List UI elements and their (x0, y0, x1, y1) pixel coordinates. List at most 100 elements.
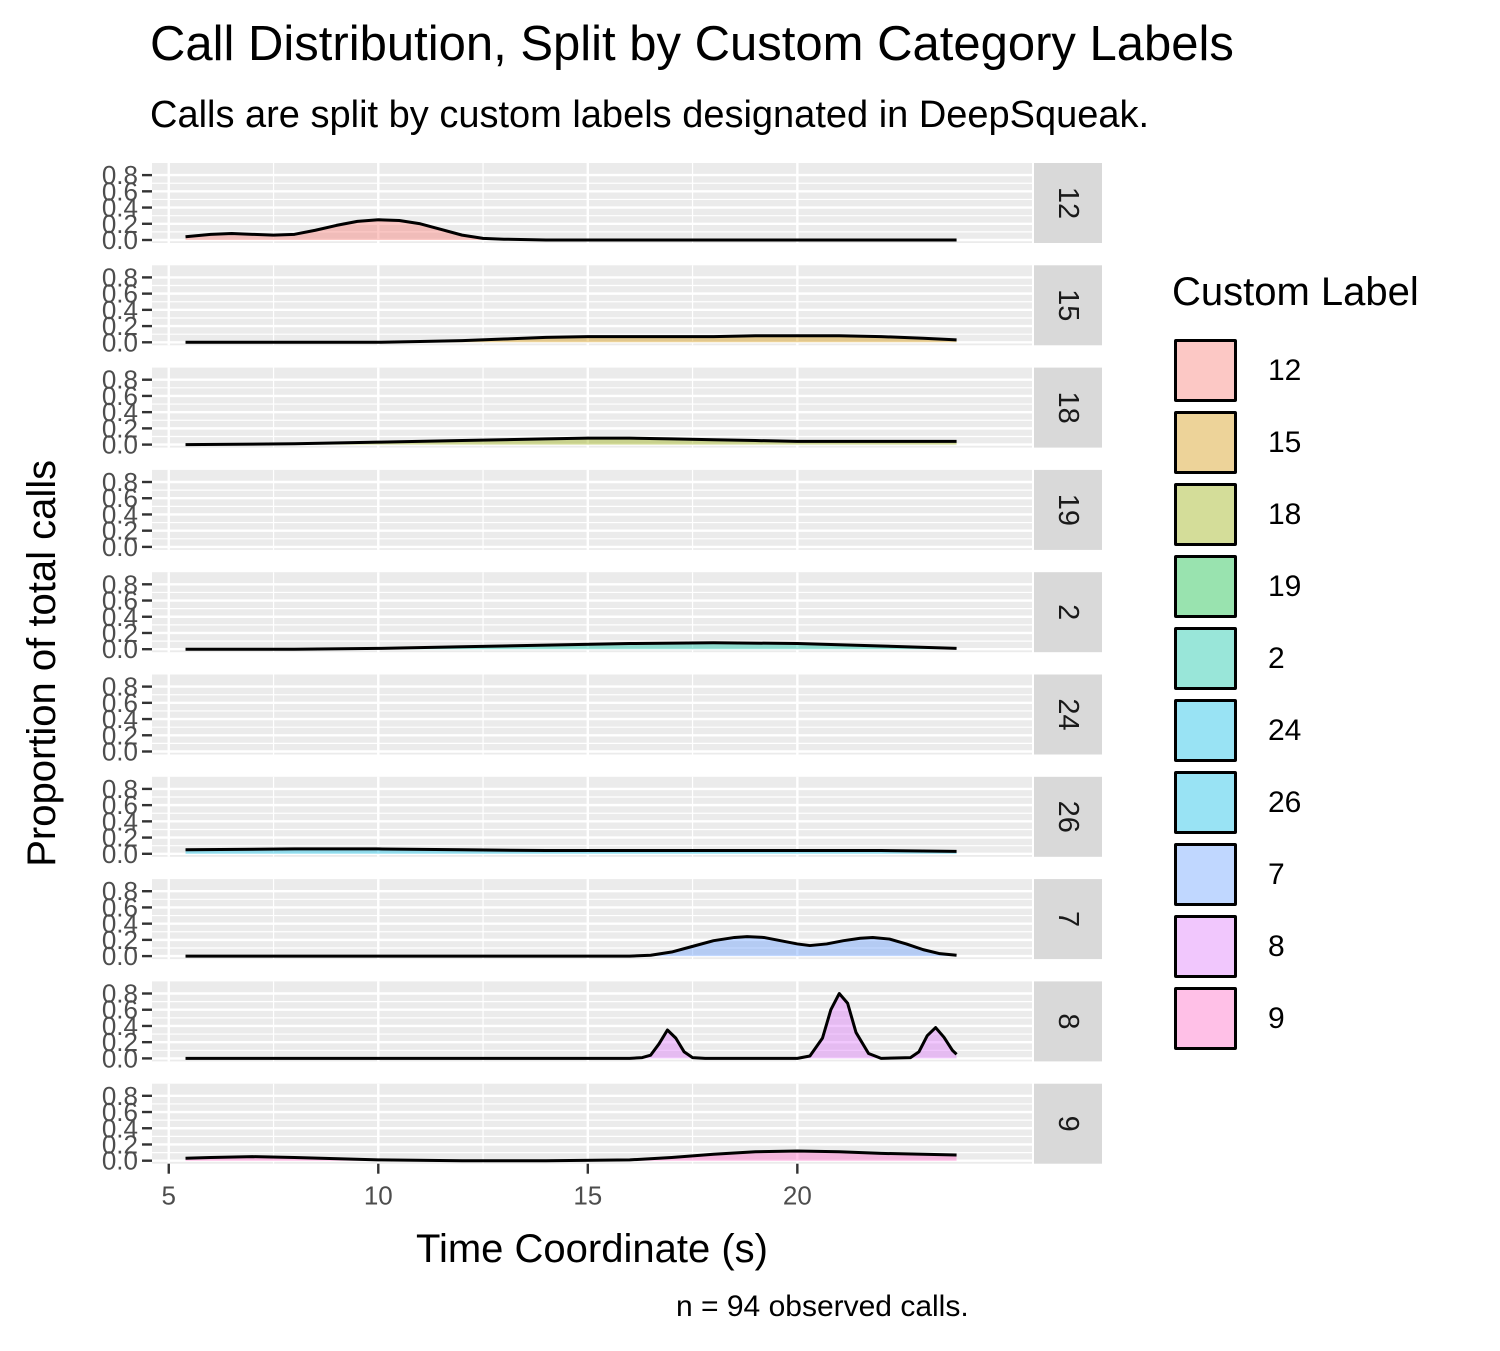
y-tick-label: 0.8 (102, 672, 138, 702)
facet-strip-label: 26 (1052, 801, 1084, 833)
panel-background (152, 776, 1032, 857)
legend-item: 24 (1172, 697, 1472, 769)
legend-label: 7 (1268, 858, 1285, 891)
y-tick-label: 0.2 (102, 720, 138, 750)
density-line-7 (185, 935, 957, 958)
legend-label: 9 (1268, 1002, 1285, 1035)
legend-item: 8 (1172, 913, 1472, 985)
legend-key (1174, 627, 1237, 690)
y-tick-label: 0.0 (102, 532, 138, 562)
density-line-9 (185, 1149, 957, 1163)
y-tick-label: 0.4 (102, 295, 138, 325)
facet-strip (1034, 367, 1102, 448)
facet-panel-19: 0.00.20.40.60.8 19 (102, 467, 1102, 562)
facet-strip-label: 9 (1052, 1116, 1084, 1132)
facet-strip-label: 24 (1052, 698, 1084, 730)
facet-strip (1034, 572, 1102, 653)
facet-strip (1034, 265, 1102, 346)
y-axis-title: Proportion of total calls (20, 460, 64, 867)
facet-panel-7: 0.00.20.40.60.8 7 (102, 876, 1102, 971)
y-tick-label: 0.4 (102, 602, 138, 632)
density-area-7 (185, 936, 957, 957)
legend-key (1174, 411, 1237, 474)
legend-key (1174, 771, 1237, 834)
y-tick-label: 0.6 (102, 892, 138, 922)
y-tick-label: 0.4 (102, 806, 138, 836)
y-tick-label: 0.4 (102, 1113, 138, 1143)
y-tick-label: 0.0 (102, 737, 138, 767)
facet-strip-label: 18 (1052, 391, 1084, 423)
facet-strip (1034, 981, 1102, 1062)
facet-strip-label: 7 (1052, 911, 1084, 927)
legend-key (1174, 843, 1237, 906)
panel-background (152, 469, 1032, 550)
facet-strip (1034, 1083, 1102, 1164)
y-tick-label: 0.4 (102, 193, 138, 223)
x-tick-label: 15 (573, 1181, 602, 1211)
facet-strip (1034, 776, 1102, 857)
panel-background (152, 572, 1032, 653)
legend-key (1174, 987, 1237, 1050)
y-tick-label: 0.8 (102, 1081, 138, 1111)
legend-key (1174, 555, 1237, 618)
y-tick-label: 0.2 (102, 311, 138, 341)
chart-title: Call Distribution, Split by Custom Categ… (150, 17, 1234, 71)
facet-panel-26: 0.00.20.40.60.8 26 (102, 774, 1102, 869)
legend-label: 24 (1268, 714, 1302, 747)
y-tick-label: 0.6 (102, 279, 138, 309)
panel-background (152, 367, 1032, 448)
y-tick-label: 0.2 (102, 823, 138, 853)
legend-label: 2 (1268, 642, 1285, 675)
y-tick-label: 0.2 (102, 925, 138, 955)
facet-panel-18: 0.00.20.40.60.8 18 (102, 365, 1102, 460)
y-tick-label: 0.6 (102, 1097, 138, 1127)
y-tick-label: 0.8 (102, 160, 138, 190)
legend-label: 8 (1268, 930, 1285, 963)
facet-panel-24: 0.00.20.40.60.8 24 (102, 672, 1102, 767)
y-tick-label: 0.4 (102, 397, 138, 427)
y-tick-label: 0.2 (102, 209, 138, 239)
density-line-12 (185, 218, 957, 242)
y-tick-label: 0.4 (102, 909, 138, 939)
legend-item: 2 (1172, 625, 1472, 697)
panel-background (152, 265, 1032, 346)
y-tick-label: 0.0 (102, 1146, 138, 1176)
legend-item: 26 (1172, 769, 1472, 841)
x-tick-label: 20 (783, 1181, 812, 1211)
y-tick-label: 0.2 (102, 618, 138, 648)
y-tick-label: 0.2 (102, 516, 138, 546)
legend-key (1174, 699, 1237, 762)
legend-item: 12 (1172, 337, 1472, 409)
y-tick-label: 0.6 (102, 381, 138, 411)
y-tick-label: 0.6 (102, 688, 138, 718)
y-tick-label: 0.6 (102, 483, 138, 513)
y-tick-label: 0.8 (102, 979, 138, 1009)
facet-strip-label: 2 (1052, 604, 1084, 620)
facet-panel-15: 0.00.20.40.60.8 15 (102, 262, 1102, 357)
density-line-2 (185, 641, 957, 651)
facet-strip (1034, 163, 1102, 243)
density-area-9 (185, 1150, 957, 1161)
legend-item: 15 (1172, 409, 1472, 481)
facet-strip (1034, 879, 1102, 960)
y-tick-label: 0.2 (102, 1027, 138, 1057)
facet-strip-label: 12 (1052, 187, 1084, 219)
y-tick-label: 0.6 (102, 586, 138, 616)
y-tick-label: 0.6 (102, 790, 138, 820)
y-tick-label: 0.4 (102, 704, 138, 734)
facet-panel-8: 0.00.20.40.60.8 8 (102, 979, 1102, 1073)
y-tick-label: 0.8 (102, 569, 138, 599)
panel-background (152, 879, 1032, 960)
facet-strip-label: 8 (1052, 1013, 1084, 1029)
y-tick-label: 0.4 (102, 1011, 138, 1041)
y-tick-label: 0.6 (102, 176, 138, 206)
panel-background (152, 1083, 1032, 1164)
y-tick-label: 0.0 (102, 225, 138, 255)
facet-panel-12: 0.00.20.40.60.8 12 (102, 160, 1102, 255)
x-tick-label: 5 (162, 1181, 176, 1211)
legend-label: 18 (1268, 498, 1302, 531)
facet-strip (1034, 469, 1102, 550)
x-tick-label: 10 (364, 1181, 393, 1211)
y-tick-label: 0.0 (102, 634, 138, 664)
legend-label: 19 (1268, 570, 1302, 603)
